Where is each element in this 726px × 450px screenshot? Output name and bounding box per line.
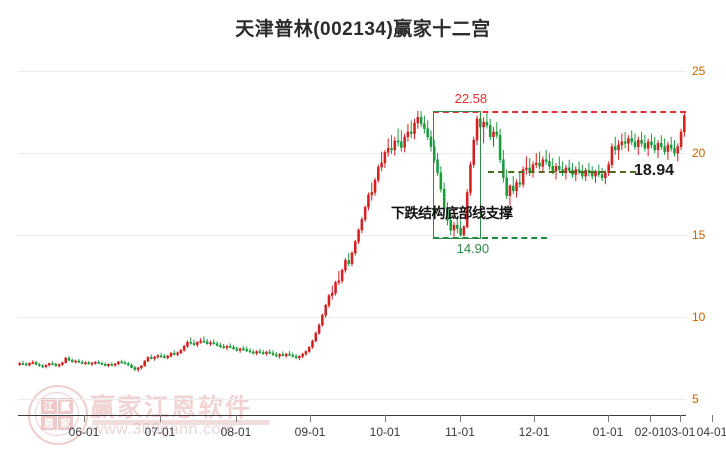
structure-annotation: 下跌结构底部线支撑: [391, 205, 513, 221]
page-title: 天津普林(002134)赢家十二宫: [235, 19, 491, 40]
y-axis-tick-label: 15: [692, 228, 706, 242]
current-price-label: 18.94: [634, 161, 675, 179]
watermark-seal-char: 江: [41, 398, 57, 414]
resistance-price-label: 22.58: [454, 90, 488, 106]
x-axis-tick-label: 04-01: [696, 425, 726, 439]
x-axis-tick-label: 06-01: [68, 425, 100, 439]
support-line: [432, 236, 547, 239]
x-axis-tick: [608, 415, 609, 422]
chart-plot-area: [18, 55, 686, 415]
watermark-seal-grid: 江 赢 恩 家: [41, 398, 73, 430]
current-price-line: [488, 170, 636, 173]
y-axis-tick-label: 10: [692, 309, 706, 324]
watermark-seal-char: 赢: [57, 398, 73, 414]
gridline: [18, 235, 686, 236]
x-axis-tick: [236, 415, 237, 422]
x-axis-tick: [650, 415, 651, 422]
x-axis-tick-label: 09-01: [294, 425, 326, 439]
gridline: [18, 71, 686, 73]
support-price-label: 14.90: [456, 240, 490, 256]
x-axis-tick-label: 03-01: [664, 425, 696, 439]
y-axis-tick-label: 25: [692, 64, 706, 79]
x-axis-tick-label: 02-01: [634, 425, 666, 439]
x-axis-tick: [712, 415, 713, 422]
x-axis-tick-label: 10-01: [369, 425, 401, 439]
gridline: [18, 153, 686, 155]
x-axis-tick: [160, 415, 161, 422]
watermark-seal-inner-ring: [35, 392, 79, 436]
x-axis-tick-label: 07-01: [144, 425, 176, 439]
gridline: [18, 398, 686, 400]
watermark-seal-char: 恩: [41, 414, 57, 430]
candlestick-series: [18, 110, 686, 373]
x-axis-tick-label: 01-01: [592, 425, 624, 439]
x-axis-tick: [680, 415, 681, 422]
y-axis-tick-label: 20: [692, 146, 706, 161]
x-axis-tick: [385, 415, 386, 422]
x-axis-tick-label: 11-01: [445, 425, 475, 439]
x-axis-tick: [84, 415, 85, 422]
watermark-url: www.360gann.com: [92, 421, 235, 438]
highlight-box: [432, 110, 481, 239]
x-axis-tick-label: 12-01: [518, 425, 550, 439]
gridline: [18, 316, 686, 318]
watermark-seal-char: 家: [57, 414, 73, 430]
x-axis-tick: [310, 415, 311, 422]
x-axis-tick: [534, 415, 535, 422]
x-axis-line: [18, 415, 686, 416]
x-axis-tick: [460, 415, 461, 422]
y-axis-tick-label: 5: [692, 391, 699, 406]
watermark-bar: [92, 420, 270, 425]
x-axis-tick-label: 08-01: [220, 425, 252, 439]
resistance-line: [432, 110, 686, 113]
